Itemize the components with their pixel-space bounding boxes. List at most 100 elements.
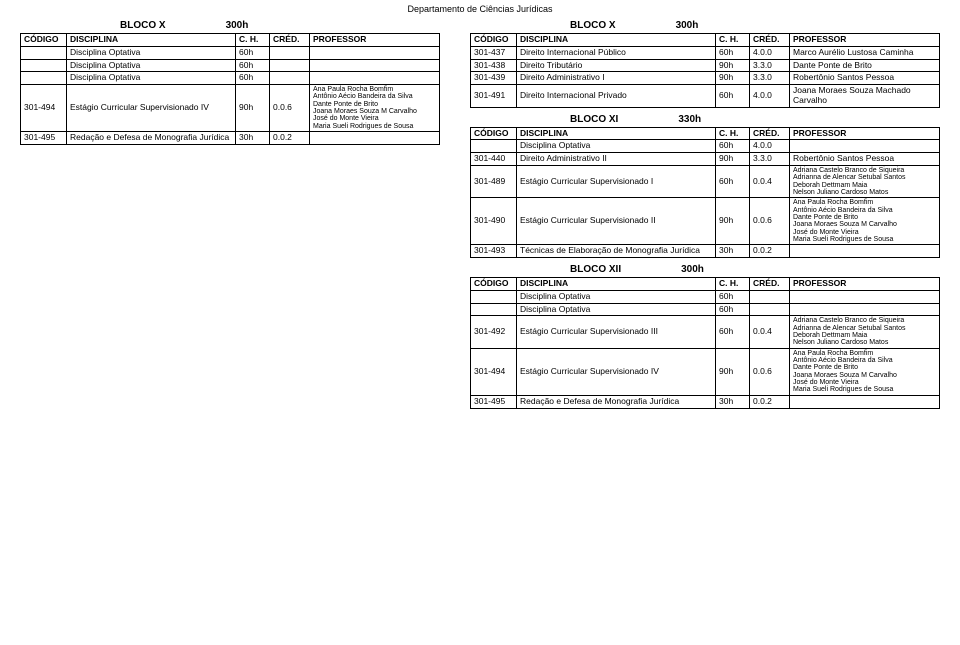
cell-cred: 0.0.4 (750, 165, 790, 197)
cell-disc: Estágio Curricular Supervisionado IV (67, 85, 236, 132)
th-codigo: CÓDIGO (471, 278, 517, 291)
cell-disc: Redação e Defesa de Monografia Jurídica (517, 395, 716, 408)
cell-prof: Ana Paula Rocha BomfimAntônio Aécio Band… (790, 198, 940, 245)
cell-codigo: 301-494 (21, 85, 67, 132)
cell-cred: 3.3.0 (750, 72, 790, 85)
th-codigo: CÓDIGO (21, 34, 67, 47)
cell-prof: Adriana Castelo Branco de SiqueiraAdrian… (790, 165, 940, 197)
table-row: Disciplina Optativa60h4.0.0 (471, 140, 940, 153)
block-hours: 300h (621, 264, 704, 275)
cell-ch: 60h (716, 140, 750, 153)
cell-ch: 60h (236, 59, 270, 72)
cell-codigo: 301-491 (471, 85, 517, 108)
cell-disc: Disciplina Optativa (67, 59, 236, 72)
cell-disc: Direito Tributário (517, 59, 716, 72)
block-title: BLOCO XI (470, 114, 618, 125)
cell-cred (270, 59, 310, 72)
th-ch: C. H. (716, 278, 750, 291)
cell-cred (270, 46, 310, 59)
cell-codigo: 301-489 (471, 165, 517, 197)
table-row: 301-439Direito Administrativo I90h3.3.0R… (471, 72, 940, 85)
cell-ch: 30h (716, 395, 750, 408)
table-row: 301-494Estágio Curricular Supervisionado… (471, 348, 940, 395)
cell-codigo: 301-439 (471, 72, 517, 85)
cell-ch: 60h (236, 72, 270, 85)
block-header-right-xii: BLOCO XII 300h (470, 262, 940, 277)
table-header-row: CÓDIGO DISCIPLINA C. H. CRÉD. PROFESSOR (471, 278, 940, 291)
th-codigo: CÓDIGO (471, 127, 517, 140)
table-row: 301-491Direito Internacional Privado60h4… (471, 85, 940, 108)
th-disciplina: DISCIPLINA (517, 127, 716, 140)
cell-ch: 30h (716, 245, 750, 258)
cell-ch: 60h (716, 85, 750, 108)
cell-cred: 3.3.0 (750, 153, 790, 166)
cell-prof: Ana Paula Rocha BomfimAntônio Aécio Band… (310, 85, 440, 132)
block-hours: 330h (618, 114, 701, 125)
cell-prof (310, 46, 440, 59)
cell-prof (310, 59, 440, 72)
cell-prof: Ana Paula Rocha BomfimAntônio Aécio Band… (790, 348, 940, 395)
table-row: 301-438Direito Tributário90h3.3.0Dante P… (471, 59, 940, 72)
cell-disc: Direito Internacional Privado (517, 85, 716, 108)
table-row: Disciplina Optativa60h (471, 303, 940, 316)
cell-ch: 90h (716, 348, 750, 395)
table-row: 301-490Estágio Curricular Supervisionado… (471, 198, 940, 245)
cell-ch: 90h (716, 59, 750, 72)
table-row: 301-489Estágio Curricular Supervisionado… (471, 165, 940, 197)
cell-disc: Disciplina Optativa (517, 140, 716, 153)
columns-container: BLOCO X 300h CÓDIGO DISCIPLINA C. H. CRÉ… (20, 18, 940, 413)
table-header-row: CÓDIGO DISCIPLINA C. H. CRÉD. PROFESSOR (21, 34, 440, 47)
th-professor: PROFESSOR (790, 127, 940, 140)
cell-codigo (21, 46, 67, 59)
cell-cred: 0.0.2 (270, 132, 310, 145)
cell-cred: 3.3.0 (750, 59, 790, 72)
tbody-right-x: 301-437Direito Internacional Público60h4… (471, 46, 940, 107)
block-title: BLOCO X (20, 20, 166, 31)
th-codigo: CÓDIGO (471, 34, 517, 47)
cell-ch: 90h (236, 85, 270, 132)
table-header-row: CÓDIGO DISCIPLINA C. H. CRÉD. PROFESSOR (471, 127, 940, 140)
cell-prof (790, 245, 940, 258)
tbody-right-xi: Disciplina Optativa60h4.0.0301-440Direit… (471, 140, 940, 258)
table-row: 301-440Direito Administrativo II90h3.3.0… (471, 153, 940, 166)
cell-disc: Disciplina Optativa (67, 72, 236, 85)
cell-ch: 90h (716, 72, 750, 85)
table-row: 301-494Estágio Curricular Supervisionado… (21, 85, 440, 132)
cell-cred (750, 290, 790, 303)
cell-disc: Disciplina Optativa (67, 46, 236, 59)
cell-cred: 0.0.4 (750, 316, 790, 348)
cell-cred (270, 72, 310, 85)
block-header-right-x: BLOCO X 300h (470, 18, 940, 33)
cell-codigo (21, 59, 67, 72)
tbody-right-xii: Disciplina Optativa60hDisciplina Optativ… (471, 290, 940, 408)
cell-prof (310, 72, 440, 85)
cell-ch: 60h (716, 303, 750, 316)
cell-codigo: 301-493 (471, 245, 517, 258)
cell-cred (750, 303, 790, 316)
th-disciplina: DISCIPLINA (517, 278, 716, 291)
cell-prof (310, 132, 440, 145)
cell-prof: Robertônio Santos Pessoa (790, 72, 940, 85)
table-right-blocox: CÓDIGO DISCIPLINA C. H. CRÉD. PROFESSOR … (470, 33, 940, 108)
cell-codigo: 301-495 (21, 132, 67, 145)
cell-codigo (21, 72, 67, 85)
cell-codigo (471, 303, 517, 316)
block-header-left: BLOCO X 300h (20, 18, 440, 33)
cell-prof: Dante Ponte de Brito (790, 59, 940, 72)
cell-ch: 60h (716, 290, 750, 303)
cell-prof (790, 140, 940, 153)
cell-prof: Adriana Castelo Branco de SiqueiraAdrian… (790, 316, 940, 348)
table-row: Disciplina Optativa60h (471, 290, 940, 303)
block-title: BLOCO X (470, 20, 616, 31)
cell-disc: Direito Internacional Público (517, 46, 716, 59)
cell-codigo: 301-440 (471, 153, 517, 166)
cell-ch: 60h (236, 46, 270, 59)
cell-disc: Estágio Curricular Supervisionado II (517, 198, 716, 245)
cell-prof: Joana Moraes Souza Machado Carvalho (790, 85, 940, 108)
block-header-right-xi: BLOCO XI 330h (470, 112, 940, 127)
table-row: 301-493Técnicas de Elaboração de Monogra… (471, 245, 940, 258)
table-right-blocoxi: CÓDIGO DISCIPLINA C. H. CRÉD. PROFESSOR … (470, 127, 940, 259)
cell-codigo: 301-494 (471, 348, 517, 395)
cell-codigo: 301-492 (471, 316, 517, 348)
table-right-blocoxii: CÓDIGO DISCIPLINA C. H. CRÉD. PROFESSOR … (470, 277, 940, 409)
